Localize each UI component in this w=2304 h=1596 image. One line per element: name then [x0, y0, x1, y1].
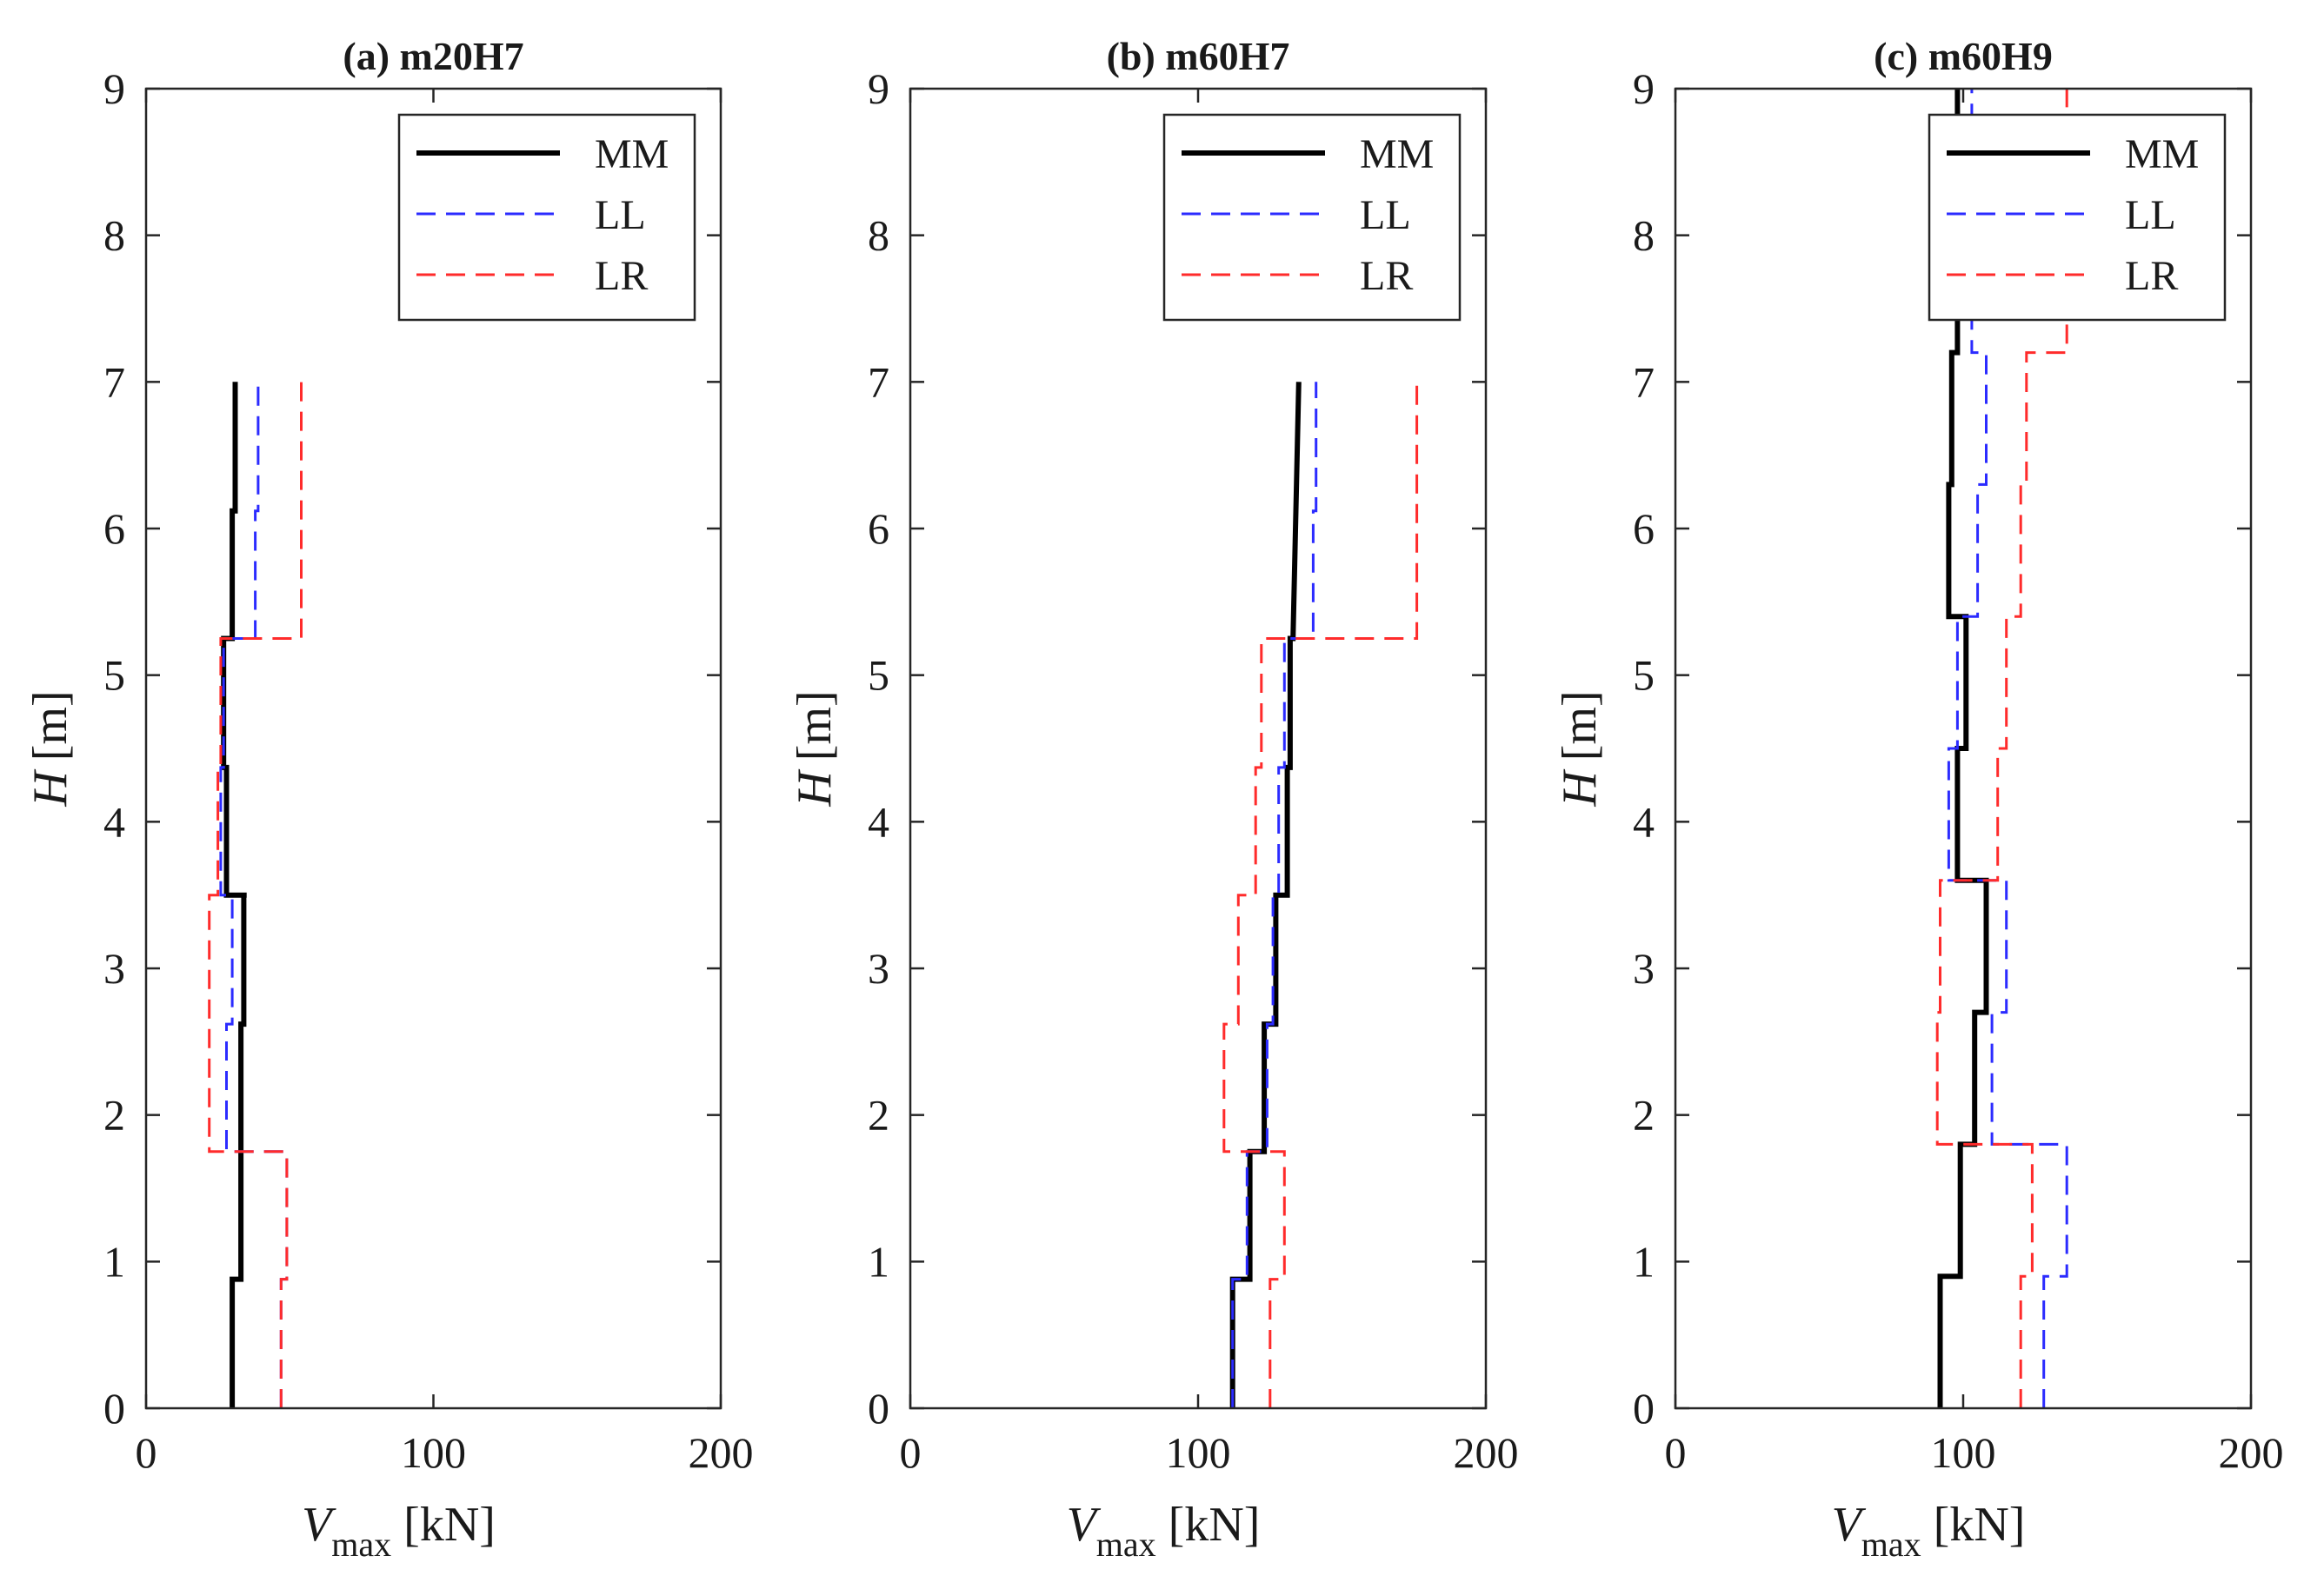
chart-1-x-tick-label: 200: [1454, 1428, 1519, 1477]
chart-1-y-axis-title: H [m]: [788, 690, 842, 807]
chart-0-x-tick-label: 100: [401, 1428, 466, 1477]
chart-0-y-tick-label: 3: [103, 944, 125, 993]
chart-0-y-axis-title-unit: [m]: [23, 690, 77, 761]
chart-0-legend: MM LL LR: [397, 113, 696, 322]
chart-1-x-axis-title: Vmax [kN]: [1067, 1498, 1261, 1564]
chart-1-y-tick-label: 6: [868, 504, 889, 553]
chart-0-series-lr-line: [208, 382, 303, 1408]
chart-2-title: (c) m60H9: [1874, 34, 2053, 78]
chart-2-series-ll-line: [1947, 89, 2068, 1408]
chart-0-y-tick-label: 9: [103, 64, 125, 113]
chart-0-x-axis-title: Vmax [kN]: [302, 1498, 496, 1564]
chart-0-y-tick-label: 7: [103, 357, 125, 406]
chart-2-legend: MM LL LR: [1928, 113, 2227, 322]
chart-2-y-tick-label: 4: [1633, 797, 1655, 846]
chart-2-series-mm-line: [1937, 89, 1989, 1408]
chart-0-y-axis-title-var: H: [23, 769, 77, 808]
chart-panel-b: (b) m60H7 0 100 200 0 1 2 3 4 5 6 7 8 9 Vmax [kN] H [m] MM…: [788, 34, 1519, 1564]
chart-0-x-axis-title-sub: max: [331, 1525, 391, 1564]
chart-0-y-tick-label: 6: [103, 504, 125, 553]
chart-1-y-tick-label: 7: [868, 357, 889, 406]
chart-2-x-axis-title-var: V: [1832, 1498, 1867, 1552]
chart-2-y-tick-label: 6: [1633, 504, 1655, 553]
chart-1-x-axis-title-sub: max: [1096, 1525, 1156, 1564]
chart-1-x-axis-title-unit: [kN]: [1169, 1498, 1261, 1552]
chart-1-legend-box: [1162, 113, 1462, 322]
chart-0-legend-label-mm: MM: [595, 131, 669, 177]
chart-0-y-axis-title: H [m]: [23, 690, 77, 807]
chart-0-x-axis-title-var: V: [302, 1498, 336, 1552]
chart-0-x-axis-title-unit: [kN]: [403, 1498, 496, 1552]
chart-1-y-tick-label: 3: [868, 944, 889, 993]
chart-2-y-tick-label: 5: [1633, 651, 1655, 700]
chart-2-legend-label-ll: LL: [2125, 192, 2176, 238]
chart-0-x-tick-label: 200: [689, 1428, 754, 1477]
chart-2-x-tick-label: 200: [2219, 1428, 2284, 1477]
chart-1-title: (b) m60H7: [1107, 34, 1290, 78]
chart-0-series-ll-line: [219, 382, 289, 1408]
chart-2-x-tick-label: 0: [1665, 1428, 1687, 1477]
chart-0-title: (a) m20H7: [343, 34, 523, 78]
chart-2-y-axis-title-unit: [m]: [1553, 690, 1607, 761]
chart-2-y-tick-label: 0: [1633, 1384, 1655, 1433]
chart-1-y-tick-label: 0: [868, 1384, 889, 1433]
chart-2-x-axis-title: Vmax [kN]: [1832, 1498, 2026, 1564]
chart-0-series-mm-line: [221, 382, 247, 1408]
chart-2-legend-label-lr: LR: [2125, 253, 2178, 299]
chart-0-legend-label-ll: LL: [595, 192, 646, 238]
chart-2-y-axis-title: H [m]: [1553, 690, 1607, 807]
chart-1-y-tick-label: 2: [868, 1091, 889, 1140]
chart-1-legend-label-ll: LL: [1360, 192, 1411, 238]
chart-2-x-axis-title-unit: [kN]: [1934, 1498, 2026, 1552]
chart-0-y-tick-label: 0: [103, 1384, 125, 1433]
chart-1-y-tick-label: 1: [868, 1237, 889, 1286]
chart-2-y-tick-label: 9: [1633, 64, 1655, 113]
chart-2-series-lr-line: [1935, 89, 2068, 1408]
chart-0-y-tick-label: 4: [103, 797, 125, 846]
chart-panel-c: (c) m60H9 0 100 200 0 1 2 3 4 5 6 7 8 9 Vmax [kN] H [m] MM…: [1553, 34, 2284, 1564]
chart-0-y-tick-label: 1: [103, 1237, 125, 1286]
chart-1-legend-label-lr: LR: [1360, 253, 1413, 299]
chart-0-y-tick-label: 8: [103, 211, 125, 260]
chart-1-x-tick-label: 100: [1166, 1428, 1231, 1477]
chart-1-x-axis-title-var: V: [1067, 1498, 1102, 1552]
chart-2-y-axis-title-var: H: [1553, 769, 1607, 808]
chart-1-y-tick-label: 9: [868, 64, 889, 113]
chart-1-y-axis-title-unit: [m]: [788, 690, 842, 761]
chart-1-legend: MM LL LR: [1162, 113, 1462, 322]
chart-1-series-ll-line: [1231, 382, 1318, 1408]
chart-0-y-tick-label: 5: [103, 651, 125, 700]
chart-1-y-tick-label: 8: [868, 211, 889, 260]
chart-2-y-tick-label: 1: [1633, 1237, 1655, 1286]
chart-2-y-tick-label: 2: [1633, 1091, 1655, 1140]
chart-1-y-tick-label: 5: [868, 651, 889, 700]
chart-2-y-tick-label: 8: [1633, 211, 1655, 260]
chart-0-y-tick-label: 2: [103, 1091, 125, 1140]
chart-2-y-tick-label: 7: [1633, 357, 1655, 406]
chart-2-y-tick-label: 3: [1633, 944, 1655, 993]
chart-0-legend-label-lr: LR: [595, 253, 648, 299]
chart-panel-a: (a) m20H7 0 100 200 0 1 2 3 4 5 6 7 8 9 Vmax [kN] H [m] MM…: [23, 34, 754, 1564]
chart-1-series-lr-line: [1222, 382, 1419, 1408]
chart-0-legend-box: [397, 113, 696, 322]
chart-1-legend-label-mm: MM: [1360, 131, 1434, 177]
chart-1-y-axis-title-var: H: [788, 769, 842, 808]
chart-2-x-axis-title-sub: max: [1861, 1525, 1921, 1564]
chart-2-legend-label-mm: MM: [2125, 131, 2199, 177]
chart-1-x-tick-label: 0: [900, 1428, 922, 1477]
chart-2-x-tick-label: 100: [1931, 1428, 1996, 1477]
chart-0-x-tick-label: 0: [136, 1428, 157, 1477]
chart-1-y-tick-label: 4: [868, 797, 889, 846]
chart-2-legend-box: [1928, 113, 2227, 322]
